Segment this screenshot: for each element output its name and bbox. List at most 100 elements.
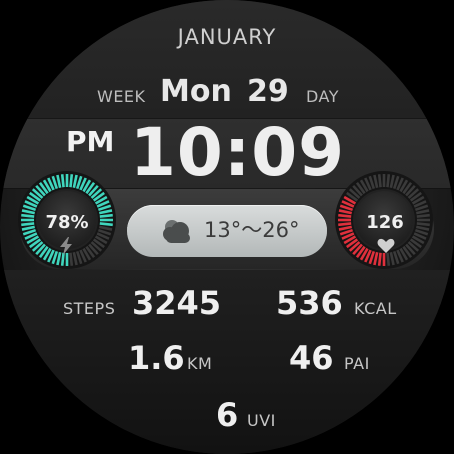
battery-tick [69,174,74,188]
battery-tick [82,179,92,193]
divider [0,118,454,119]
time-display: 10:09 [130,114,346,191]
battery-tick [51,175,59,190]
battery-tick [24,232,38,240]
battery-tick [42,247,52,261]
heart-rate-tick [392,250,400,265]
heart-rate-tick [409,191,422,202]
uvi-label: UVI [247,411,276,430]
divider [0,188,454,189]
heart-rate-tick [386,252,391,266]
lightning-bolt-icon [60,237,72,255]
pai-label: PAI [344,354,370,373]
battery-tick [99,213,113,218]
heart-rate-tick [346,191,359,202]
uvi-value[interactable]: 6 [216,396,239,434]
battery-tick [31,241,44,252]
battery-tick [96,200,110,208]
heart-rate-ring[interactable] [334,170,434,270]
day-number: 29 [247,74,289,109]
battery-tick [90,241,103,252]
heart-rate-tick [338,213,352,218]
heart-rate-tick [405,243,416,256]
heart-rate-tick [392,175,400,190]
heart-rate-tick [352,243,363,256]
pai-value[interactable]: 46 [289,339,334,377]
weather-widget[interactable] [127,205,327,257]
battery-tick [85,182,96,195]
battery-tick [21,209,35,215]
kcal-value[interactable]: 536 [276,284,343,322]
heart-rate-tick [348,188,361,199]
battery-tick [94,235,108,245]
heart-rate-tick [355,182,366,195]
heart-rate-tick [389,174,395,188]
battery-tick [99,209,113,215]
heart-rate-tick [386,174,391,188]
battery-tick [56,252,62,266]
battery-tick [26,235,40,245]
distance-unit-label: KM [187,354,213,373]
heart-rate-tick [416,222,430,227]
battery-tick [75,250,83,265]
heart-rate-tick [339,204,354,212]
heart-rate-tick [416,209,430,215]
battery-tick [97,204,112,212]
month-label: JANUARY [177,25,277,49]
heart-rate-tick [343,235,357,245]
battery-tick [85,245,96,258]
heart-rate-tick [414,228,429,236]
battery-tick [90,188,103,199]
week-label: WEEK [97,87,146,106]
date-band [0,0,454,118]
heart-rate-tick [368,250,376,265]
battery-tick [72,174,78,188]
weekday: Mon [160,74,232,109]
kcal-label: KCAL [354,299,397,318]
stats-band [0,270,454,454]
battery-tick [38,245,49,258]
battery-tick [56,174,62,188]
heart-rate-tick [341,232,355,240]
heart-rate-tick [407,241,420,252]
battery-tick [42,179,52,193]
heart-rate-tick [359,179,369,193]
heart-rate-tick [339,228,354,236]
temperature-range: 13°～26° [204,218,300,242]
heart-rate-tick [338,222,352,227]
battery-tick [60,174,65,188]
battery-tick [94,195,108,205]
battery-tick [72,252,78,266]
battery-tick [99,225,113,231]
battery-tick [88,243,99,256]
battery-tick [24,200,38,208]
heart-rate-tick [377,252,382,266]
battery-tick [96,232,110,240]
battery-tick [26,195,40,205]
steps-label: STEPS [63,299,116,318]
battery-tick [21,225,35,231]
battery-tick [88,184,99,197]
heart-rate-tick [405,184,416,197]
heart-rate-tick [411,195,425,205]
battery-tick [47,249,55,263]
heart-rate-tick [338,225,352,231]
heart-rate-tick [364,177,372,191]
day-label: DAY [306,87,340,106]
heart-rate-tick [414,204,429,212]
heart-rate-tick [352,184,363,197]
heart-rate-tick [413,200,427,208]
battery-tick [82,247,92,261]
battery-ring[interactable] [17,170,117,270]
heart-rate-tick [355,245,366,258]
heart-rate-tick [364,249,372,263]
battery-percent: 78% [45,212,89,233]
distance-value[interactable]: 1.6 [128,339,185,377]
steps-value[interactable]: 3245 [132,284,222,322]
heart-rate-tick [343,195,357,205]
heart-rate-tick [413,232,427,240]
battery-tick [92,238,105,249]
heart-rate-tick [368,175,376,190]
heart-rate-tick [411,235,425,245]
